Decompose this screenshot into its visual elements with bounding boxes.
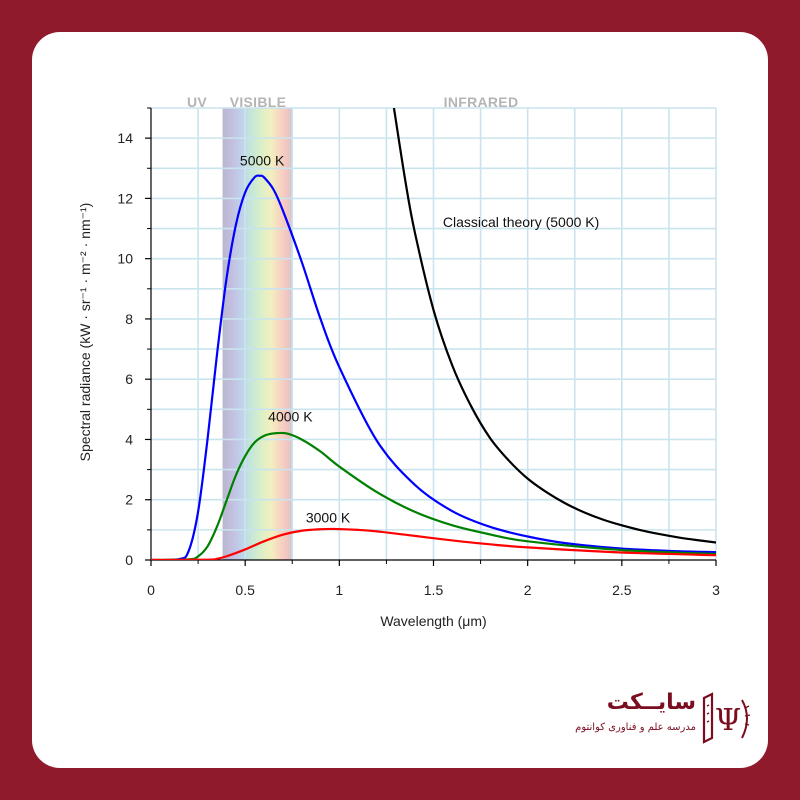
y-tick-label: 0	[125, 552, 133, 568]
curve-label: 4000 K	[268, 408, 313, 424]
curve-label: Classical theory (5000 K)	[443, 214, 599, 230]
x-tick-label: 1.5	[424, 582, 444, 598]
y-axis-title: Spectral radiance (kW · sr⁻¹ · m⁻² · nm⁻…	[77, 203, 93, 462]
x-axis-title: Wavelength (μm)	[380, 613, 486, 629]
band-label-uv: UV	[187, 94, 207, 110]
y-tick-label: 10	[117, 251, 133, 267]
curve-label: 5000 K	[240, 152, 285, 168]
x-tick-label: 2	[524, 582, 532, 598]
y-tick-label: 2	[125, 492, 133, 508]
x-tick-label: 1	[335, 582, 343, 598]
content-card	[32, 32, 768, 768]
grid	[151, 107, 717, 560]
saycat-logo: سایــکت مدرسه علم و فناوری کوانتوم Ψ	[556, 690, 756, 750]
band-label-visible: VISIBLE	[230, 94, 287, 110]
book-psi-icon: Ψ	[702, 692, 751, 744]
series-5000-k-line	[151, 174, 716, 560]
series-4000-k-line	[151, 431, 716, 560]
x-tick-label: 3	[712, 582, 720, 598]
series-3000-k-line	[151, 527, 716, 560]
x-tick-label: 2.5	[612, 582, 632, 598]
x-tick-label: 0.5	[235, 582, 255, 598]
y-tick-label: 4	[125, 431, 133, 447]
series-classical-theory-5000-k-line	[392, 108, 716, 544]
visible-band	[222, 108, 293, 560]
y-tick-label: 6	[125, 371, 133, 387]
curve-label: 3000 K	[306, 509, 351, 525]
x-tick-label: 0	[147, 582, 155, 598]
band-label-infrared: INFRARED	[444, 94, 519, 110]
logo-title: سایــکت	[606, 690, 696, 715]
y-tick-label: 14	[117, 130, 133, 146]
y-tick-label: 8	[125, 311, 133, 327]
logo-symbol: Ψ	[715, 703, 741, 738]
logo-subtitle: مدرسه علم و فناوری کوانتوم	[575, 722, 696, 733]
y-tick-label: 12	[117, 190, 133, 206]
